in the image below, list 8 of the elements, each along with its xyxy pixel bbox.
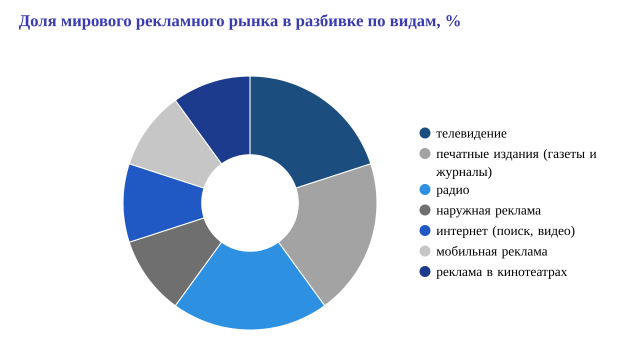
- legend-label: печатные издания (газеты и журналы): [436, 148, 596, 179]
- legend-label: интернет (поиск, видео): [436, 226, 574, 238]
- legend-label: телевидение: [436, 131, 506, 140]
- legend-label: реклама в кинотеатрах: [436, 270, 568, 279]
- legend-label: радио: [436, 188, 469, 197]
- legend-label: мобильная реклама: [436, 246, 548, 258]
- legend-label: наружная реклама: [436, 208, 541, 218]
- chart-title: Доля мирового рекламного рынка в разбивке по видам, %: [18, 14, 460, 30]
